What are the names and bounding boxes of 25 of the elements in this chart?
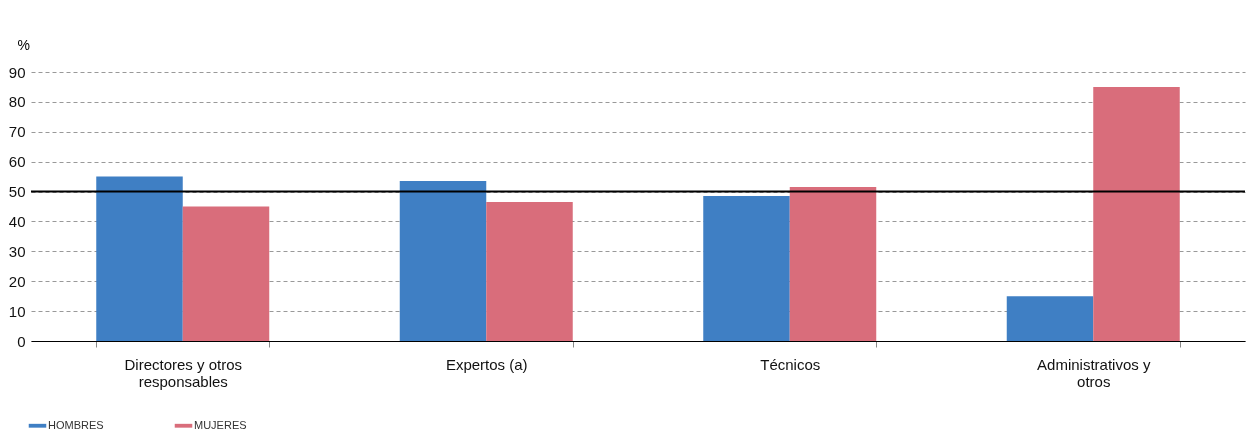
y-axis-title: %: [17, 36, 30, 53]
x-tick-label: Técnicos: [760, 355, 821, 373]
bar: [96, 176, 183, 341]
y-tick-label: 70: [8, 123, 26, 141]
x-tick-label: Administrativos y otros: [1037, 355, 1151, 390]
bar: [1006, 296, 1094, 341]
y-tick-label: 60: [8, 153, 26, 171]
bar: [486, 202, 573, 341]
bar: [1093, 86, 1180, 341]
y-tick-label: 30: [8, 242, 26, 260]
y-tick-label: 20: [8, 272, 26, 290]
y-tick-label: 80: [8, 93, 26, 111]
x-tick-label: Directores y otros responsables: [124, 355, 243, 390]
y-tick-label: 50: [8, 183, 26, 201]
bar: [182, 206, 270, 341]
y-tick-label: 0: [17, 332, 26, 350]
bar: [399, 181, 487, 341]
y-tick-label: 10: [8, 302, 26, 320]
x-tick-label: Expertos (a): [445, 355, 528, 373]
legend-label: MUJERES: [194, 418, 247, 431]
y-tick-label: 40: [8, 212, 26, 230]
legend-label: HOMBRES: [48, 418, 104, 431]
y-tick-label: 90: [8, 63, 26, 81]
bar: [789, 187, 877, 341]
bar: [703, 196, 790, 341]
